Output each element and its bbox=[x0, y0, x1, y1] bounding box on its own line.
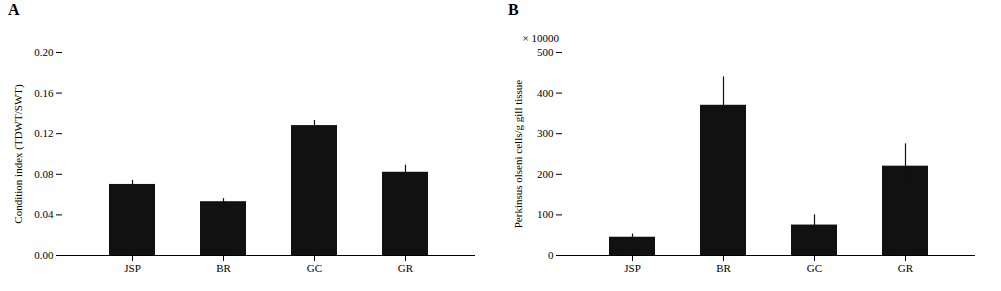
svg-text:× 10000: × 10000 bbox=[523, 32, 560, 44]
svg-text:0.00: 0.00 bbox=[34, 249, 54, 261]
svg-text:0.12: 0.12 bbox=[34, 127, 53, 139]
svg-text:0.08: 0.08 bbox=[34, 168, 54, 180]
svg-text:GC: GC bbox=[307, 262, 322, 274]
svg-text:0: 0 bbox=[548, 249, 554, 261]
html-text:B: B bbox=[508, 1, 519, 18]
svg-text:200: 200 bbox=[537, 168, 554, 180]
svg-text:GR: GR bbox=[398, 262, 414, 274]
svg-text:500: 500 bbox=[537, 46, 554, 58]
svg-text:0.16: 0.16 bbox=[34, 87, 54, 99]
svg-text:JSP: JSP bbox=[624, 262, 641, 274]
svg-text:300: 300 bbox=[537, 127, 554, 139]
svg-text:JSP: JSP bbox=[124, 262, 141, 274]
svg-text:BR: BR bbox=[216, 262, 231, 274]
svg-text:0.04: 0.04 bbox=[34, 208, 54, 220]
svg-text:GR: GR bbox=[898, 262, 914, 274]
svg-text:GC: GC bbox=[807, 262, 822, 274]
svg-text:BR: BR bbox=[716, 262, 731, 274]
svg-text:0.20: 0.20 bbox=[34, 46, 54, 58]
html-text:A: A bbox=[8, 1, 20, 18]
svg-text:400: 400 bbox=[537, 87, 554, 99]
svg-text:100: 100 bbox=[537, 208, 554, 220]
svg-text:Condition index (TDWT/SWT): Condition index (TDWT/SWT) bbox=[12, 84, 25, 224]
svg-text:Perkinsus olseni cells/g gill: Perkinsus olseni cells/g gill tissue bbox=[512, 80, 524, 229]
